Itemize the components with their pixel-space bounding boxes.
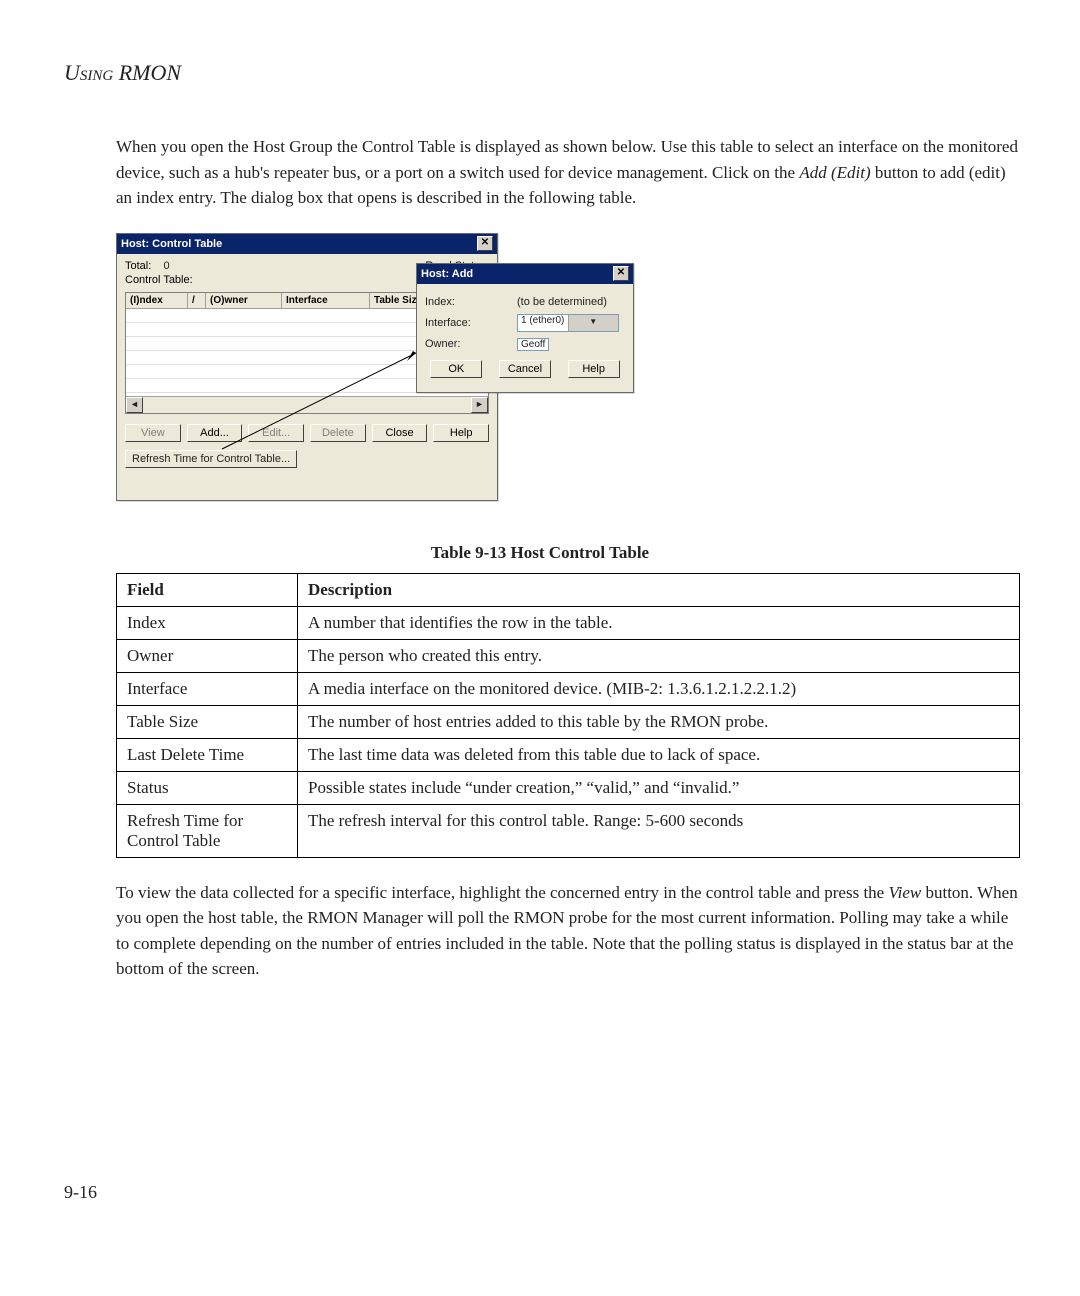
win1-titlebar: Host: Control Table ✕: [117, 234, 497, 254]
total-value: 0: [164, 260, 170, 272]
cell-field: Index: [117, 606, 298, 639]
chevron-down-icon[interactable]: ▼: [568, 315, 619, 331]
interface-value: 1 (ether0): [518, 315, 568, 331]
close-icon[interactable]: ✕: [477, 236, 493, 251]
table-row: InterfaceA media interface on the monito…: [117, 672, 1020, 705]
win1-button-row: View Add... Edit... Delete Close Help: [125, 424, 489, 442]
add-button[interactable]: Add...: [187, 424, 243, 442]
intro-italic: Add (Edit): [799, 163, 870, 182]
win1-title: Host: Control Table: [121, 238, 222, 250]
table-row: Last Delete TimeThe last time data was d…: [117, 738, 1020, 771]
edit-button[interactable]: Edit...: [248, 424, 304, 442]
col-interface[interactable]: Interface: [282, 293, 370, 308]
scroll-left-icon[interactable]: ◄: [126, 397, 143, 413]
col-sort[interactable]: /: [188, 293, 206, 308]
table-row: OwnerThe person who created this entry.: [117, 639, 1020, 672]
help-button[interactable]: Help: [568, 360, 620, 378]
table-row: IndexA number that identifies the row in…: [117, 606, 1020, 639]
refresh-time-button[interactable]: Refresh Time for Control Table...: [125, 450, 297, 468]
interface-label: Interface:: [425, 317, 471, 329]
table-caption: Table 9-13 Host Control Table: [60, 543, 1020, 563]
scroll-right-icon[interactable]: ►: [471, 397, 488, 413]
cell-desc: A number that identifies the row in the …: [298, 606, 1020, 639]
col-owner[interactable]: (O)wner: [206, 293, 282, 308]
view-button[interactable]: View: [125, 424, 181, 442]
total-label: Total:: [125, 260, 151, 272]
cell-field: Status: [117, 771, 298, 804]
host-control-table-doc: Field Description IndexA number that ide…: [116, 573, 1020, 858]
th-field: Field: [117, 573, 298, 606]
win2-titlebar: Host: Add ✕: [417, 264, 633, 284]
cell-desc: The last time data was deleted from this…: [298, 738, 1020, 771]
th-description: Description: [298, 573, 1020, 606]
cancel-button[interactable]: Cancel: [499, 360, 551, 378]
cell-field: Owner: [117, 639, 298, 672]
delete-button[interactable]: Delete: [310, 424, 366, 442]
ok-button[interactable]: OK: [430, 360, 482, 378]
table-row: Table SizeThe number of host entries add…: [117, 705, 1020, 738]
cell-field: Table Size: [117, 705, 298, 738]
owner-field[interactable]: Geoff: [517, 338, 549, 351]
intro-paragraph: When you open the Host Group the Control…: [116, 134, 1020, 211]
index-label: Index:: [425, 296, 455, 308]
index-value: (to be determined): [517, 296, 625, 308]
interface-select[interactable]: 1 (ether0) ▼: [517, 314, 619, 332]
win2-title: Host: Add: [421, 268, 473, 280]
cell-desc: A media interface on the monitored devic…: [298, 672, 1020, 705]
cell-desc: The refresh interval for this control ta…: [298, 804, 1020, 857]
close-button[interactable]: Close: [372, 424, 428, 442]
table-row: Refresh Time for Control TableThe refres…: [117, 804, 1020, 857]
cell-field: Last Delete Time: [117, 738, 298, 771]
section-heading: Using RMON: [64, 60, 1020, 86]
host-add-dialog: Host: Add ✕ Index: (to be determined) In…: [416, 263, 634, 393]
table-row: StatusPossible states include “under cre…: [117, 771, 1020, 804]
cell-field: Refresh Time for Control Table: [117, 804, 298, 857]
para2-italic: View: [888, 883, 921, 902]
page-number: 9-16: [64, 1182, 1020, 1203]
cell-desc: Possible states include “under creation,…: [298, 771, 1020, 804]
view-paragraph: To view the data collected for a specifi…: [116, 880, 1020, 982]
help-button[interactable]: Help: [433, 424, 489, 442]
para2-text-1: To view the data collected for a specifi…: [116, 883, 888, 902]
cell-desc: The number of host entries added to this…: [298, 705, 1020, 738]
screenshot-figure: Host: Control Table ✕ Total: 0 Read Stat…: [116, 233, 636, 513]
cell-field: Interface: [117, 672, 298, 705]
col-index[interactable]: (I)ndex: [126, 293, 188, 308]
cell-desc: The person who created this entry.: [298, 639, 1020, 672]
grid-scrollbar[interactable]: ◄ ►: [126, 396, 488, 413]
owner-label: Owner:: [425, 338, 460, 350]
close-icon[interactable]: ✕: [613, 266, 629, 281]
win2-button-row: OK Cancel Help: [425, 360, 625, 378]
